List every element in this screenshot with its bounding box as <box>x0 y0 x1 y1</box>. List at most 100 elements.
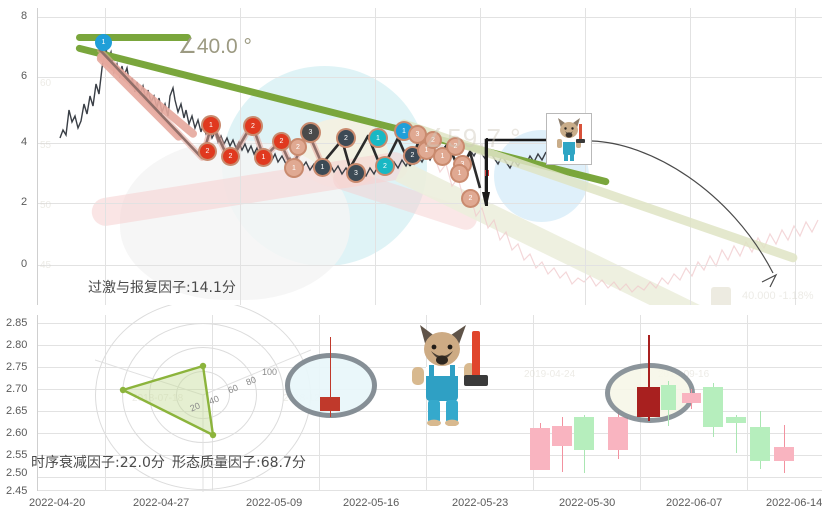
axis-y-bottom <box>37 315 38 491</box>
pivot-marker[interactable]: 2 <box>338 130 354 146</box>
pivot-marker-label: 2 <box>383 162 387 170</box>
ytick-top: 0 <box>21 258 28 270</box>
candle-wick-highlight-front <box>648 335 650 421</box>
xtick: 2022-05-16 <box>343 497 400 509</box>
ytick-top: 4 <box>21 136 28 148</box>
pivot-marker-label: 2 <box>431 136 435 144</box>
highlight-ellipse-left <box>285 353 377 418</box>
pivot-marker-label: 1 <box>440 153 445 160</box>
candle-body <box>661 385 676 410</box>
ytick-bottom: 2.80 <box>6 339 28 351</box>
pivot-marker-label: 2 <box>296 143 300 151</box>
ghost-ytick: 50 <box>40 200 52 211</box>
watermark-date: 2019-04-24 <box>524 369 576 380</box>
pivot-marker[interactable]: 1 <box>256 150 271 165</box>
ytick-top: 6 <box>21 70 28 82</box>
pivot-marker[interactable]: 3 <box>348 165 364 181</box>
candle-body <box>750 427 770 461</box>
candle-body-highlight <box>637 387 660 417</box>
pivot-marker-label: 1 <box>101 39 106 46</box>
pivot-marker-label: 2 <box>344 134 348 142</box>
pivot-marker[interactable]: 2 <box>291 140 305 154</box>
candle-body <box>703 387 723 427</box>
callout-connector <box>482 138 550 206</box>
gridline-v <box>105 8 106 305</box>
pivot-marker[interactable]: 2 <box>200 144 215 159</box>
pivot-marker[interactable]: 2 <box>426 133 440 147</box>
mascot-callout-box[interactable] <box>546 113 592 165</box>
radar-plot <box>95 349 311 492</box>
price-pattern-panel: 8 6 4 2 0 60 55 50 45 ∠40.0 ° 1 2 1 2 <box>21 8 822 305</box>
gridline-h <box>37 477 822 478</box>
ytick-bottom: 2.55 <box>6 449 28 461</box>
gridline-v <box>240 8 241 305</box>
pivot-marker-label: 1 <box>457 170 462 177</box>
quality-compare-panel: 2.85 2.80 2.75 2.70 2.65 2.60 2.55 2.50 … <box>0 305 822 520</box>
pivot-marker[interactable]: 2 <box>223 149 238 164</box>
pivot-marker-label: 1 <box>292 164 296 172</box>
pivot-marker-label: 3 <box>415 131 420 138</box>
xtick: 2022-05-30 <box>559 497 616 509</box>
candle-body-front <box>320 397 340 411</box>
pivot-marker[interactable]: 1 <box>396 123 412 139</box>
xtick: 2022-04-27 <box>133 497 190 509</box>
pivot-marker[interactable]: 2 <box>245 118 261 134</box>
pivot-marker-label: 2 <box>251 122 255 130</box>
pivot-marker-label: 2 <box>205 148 210 155</box>
pivot-marker[interactable]: 1 <box>315 160 330 175</box>
gridline-h <box>37 433 822 434</box>
ytick-bottom: 2.75 <box>6 361 28 373</box>
gridline-h <box>37 265 822 266</box>
pivot-marker[interactable]: 1 <box>435 149 450 164</box>
xtick: 2022-06-14 <box>766 497 822 509</box>
pivot-marker[interactable]: 2 <box>448 139 463 154</box>
gridline-h <box>37 17 822 18</box>
pivot-marker[interactable]: 1 <box>95 34 112 51</box>
pivot-marker[interactable]: 2 <box>405 148 420 163</box>
xtick: 2022-05-09 <box>246 497 303 509</box>
pivot-marker[interactable]: 3 <box>410 127 425 142</box>
pivot-marker-label: 3 <box>308 129 313 136</box>
pivot-marker[interactable]: 2 <box>463 191 478 206</box>
pivot-marker[interactable]: 1 <box>203 117 219 133</box>
candle-body <box>726 417 746 423</box>
pivot-marker[interactable]: 2 <box>377 158 393 174</box>
gridline-v <box>480 8 481 305</box>
score-overlay: 过激与报复因子:14.1分 <box>88 280 236 296</box>
ytick-bottom: 2.70 <box>6 383 28 395</box>
gridline-h <box>37 323 822 324</box>
pivot-marker[interactable]: 2 <box>274 134 289 149</box>
pivot-path <box>96 46 482 189</box>
gridline-v <box>747 315 748 491</box>
pivot-marker-label: 2 <box>468 195 473 202</box>
pivot-marker-label: 1 <box>402 127 406 135</box>
pivot-marker-label: 3 <box>354 169 358 177</box>
entry-vline <box>486 138 488 206</box>
gridline-v <box>533 315 534 491</box>
pivot-marker-label: 3 <box>460 161 465 168</box>
pivot-marker-label: 2 <box>410 152 415 159</box>
curve-arrow <box>591 140 778 288</box>
ytick-bottom: 2.50 <box>6 467 28 479</box>
ytick-bottom: 2.45 <box>6 485 28 497</box>
ytick-top: 2 <box>21 196 28 208</box>
ytick-bottom: 2.60 <box>6 427 28 439</box>
pivot-marker-label: 1 <box>320 164 325 171</box>
gridline-h <box>37 490 822 491</box>
pivot-marker[interactable]: 3 <box>302 124 319 141</box>
pivot-marker-label: 2 <box>228 153 233 160</box>
pivot-marker[interactable]: 1 <box>286 160 302 176</box>
score-time-decay: 时序衰减因子:22.0分 <box>31 455 165 471</box>
pivot-marker[interactable]: 1 <box>370 130 386 146</box>
candle-body <box>574 417 594 450</box>
xtick: 2022-06-07 <box>666 497 723 509</box>
gridline-v <box>426 315 427 491</box>
dog-mascot-large-icon <box>412 325 488 426</box>
score-pattern-quality: 形态质量因子:68.7分 <box>172 455 306 471</box>
xtick: 2022-04-20 <box>29 497 86 509</box>
trend-line-horizontal <box>76 34 191 41</box>
pivot-marker[interactable]: 1 <box>452 166 467 181</box>
pivot-marker-label: 1 <box>261 154 266 161</box>
candle-body <box>608 417 628 450</box>
